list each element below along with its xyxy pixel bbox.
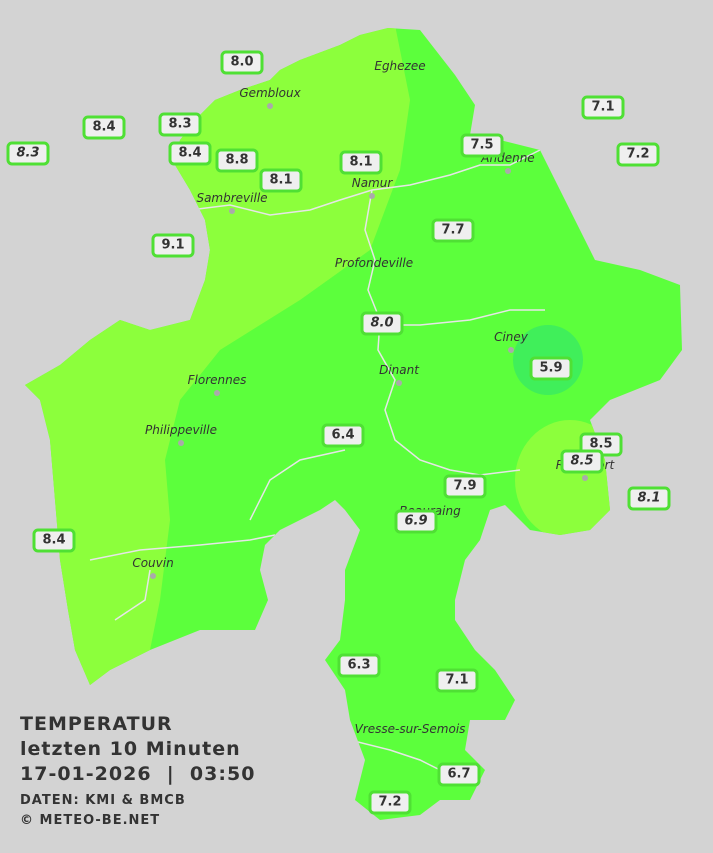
station-box xyxy=(560,449,604,474)
station-box xyxy=(437,762,481,787)
station-value: 8.1 xyxy=(349,155,372,170)
station-box xyxy=(259,168,303,193)
station-value: 8.1 xyxy=(269,173,292,188)
town-dot xyxy=(229,208,235,214)
station-box xyxy=(529,356,573,381)
station-value: 5.9 xyxy=(539,361,562,376)
station-value: 7.2 xyxy=(626,147,649,162)
town-dot xyxy=(369,193,375,199)
town-label: Gembloux xyxy=(239,86,301,100)
station-box xyxy=(6,141,50,166)
subtitle: letzten 10 Minuten xyxy=(20,738,241,760)
town-label: Eghezee xyxy=(374,59,425,73)
rivers xyxy=(89,149,545,771)
station-value: 9.1 xyxy=(161,238,184,253)
station-box xyxy=(616,142,660,167)
station-value: 8.1 xyxy=(637,491,660,506)
town-label: Ciney xyxy=(494,330,529,344)
station-box xyxy=(220,50,264,75)
source: DATEN: KMI & BMCB xyxy=(20,793,186,808)
station-box xyxy=(460,133,504,158)
station-value: 6.7 xyxy=(447,767,470,782)
town-label: Philippeville xyxy=(145,423,217,437)
station-box xyxy=(394,509,438,534)
station-value: 8.0 xyxy=(370,316,393,331)
town-dot xyxy=(178,440,184,446)
timestamp: 17-01-2026 | 03:50 xyxy=(20,763,255,785)
title: TEMPERATUR xyxy=(20,713,173,735)
town-dot xyxy=(508,347,514,353)
town-dot xyxy=(214,390,220,396)
town-label: Sambreville xyxy=(196,191,267,205)
station-value: 8.5 xyxy=(589,437,612,452)
station-value: 7.7 xyxy=(441,223,464,238)
station-value: 8.0 xyxy=(230,55,253,70)
station-value: 6.4 xyxy=(331,428,354,443)
station-box xyxy=(443,474,487,499)
station-value: 7.1 xyxy=(445,673,468,688)
station-box xyxy=(321,423,365,448)
town-label: Profondeville xyxy=(335,256,413,270)
station-value: 8.3 xyxy=(16,146,39,161)
station-value: 8.5 xyxy=(570,454,593,469)
station-box xyxy=(368,790,412,815)
town-label: Florennes xyxy=(188,373,247,387)
station-value: 8.4 xyxy=(92,120,115,135)
station-value: 6.3 xyxy=(347,658,370,673)
station-box xyxy=(215,148,259,173)
station-box xyxy=(32,528,76,553)
station-box xyxy=(158,112,202,137)
town-label: Couvin xyxy=(132,556,173,570)
station-box xyxy=(82,115,126,140)
station-value: 7.2 xyxy=(378,795,401,810)
copyright: © METEO-BE.NET xyxy=(20,813,160,828)
station-value: 8.3 xyxy=(168,117,191,132)
station-value: 7.1 xyxy=(591,100,614,115)
station-box xyxy=(435,668,479,693)
station-value: 8.8 xyxy=(225,153,248,168)
station-value: 7.5 xyxy=(470,138,493,153)
station-box xyxy=(627,486,671,511)
station-value: 8.4 xyxy=(178,146,201,161)
station-value: 7.9 xyxy=(453,479,476,494)
station-box xyxy=(339,150,383,175)
station-box xyxy=(168,141,212,166)
town-dot xyxy=(150,573,156,579)
station-box xyxy=(581,95,625,120)
town-dot xyxy=(505,168,511,174)
town-label: Namur xyxy=(352,176,394,190)
station-box xyxy=(151,233,195,258)
town-label: Dinant xyxy=(379,363,420,377)
station-box xyxy=(360,311,404,336)
town-label: Vresse-sur-Semois xyxy=(355,722,466,736)
station-value: 6.9 xyxy=(404,514,427,529)
station-box xyxy=(431,218,475,243)
town-dot xyxy=(396,380,402,386)
town-dot xyxy=(267,103,273,109)
station-box xyxy=(337,653,381,678)
town-dot xyxy=(582,475,588,481)
station-value: 8.4 xyxy=(42,533,65,548)
